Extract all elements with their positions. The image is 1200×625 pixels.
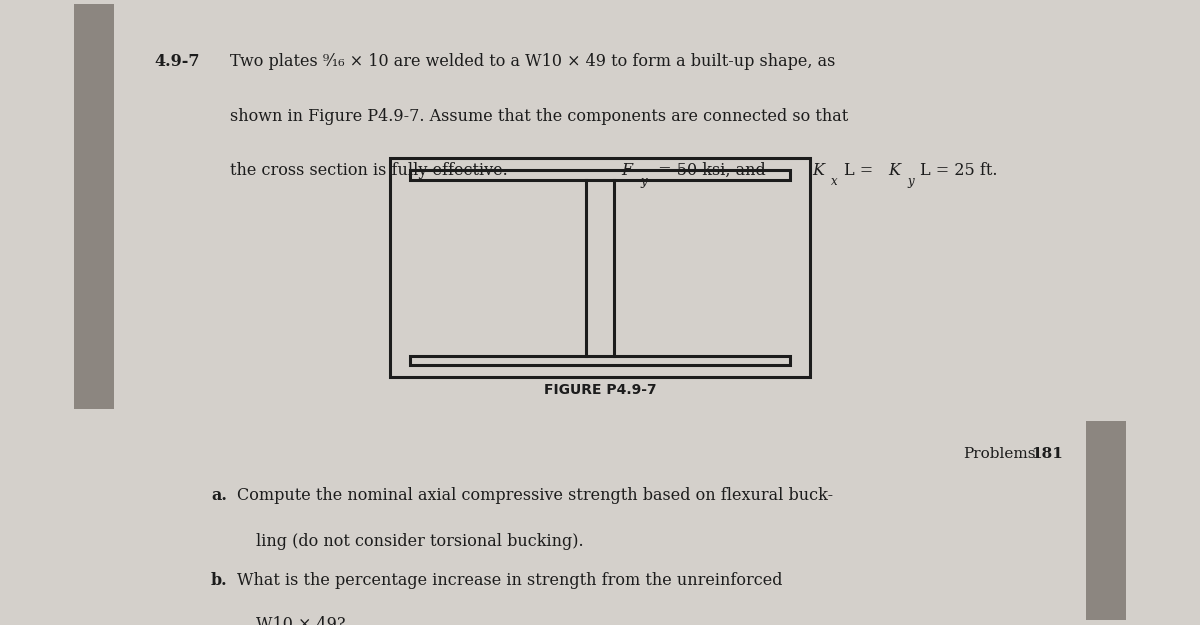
Text: L =: L = bbox=[844, 162, 878, 179]
Text: a.: a. bbox=[211, 487, 227, 504]
Text: K: K bbox=[812, 162, 824, 179]
Text: W10 × 49?: W10 × 49? bbox=[257, 616, 346, 625]
Text: y: y bbox=[640, 175, 647, 188]
Text: shown in Figure P4.9-7. Assume that the components are connected so that: shown in Figure P4.9-7. Assume that the … bbox=[230, 107, 848, 124]
Bar bbox=[409, 170, 791, 179]
Text: x: x bbox=[832, 175, 838, 188]
Bar bbox=[409, 356, 791, 365]
Bar bbox=[390, 158, 810, 377]
Text: L = 25 ft.: L = 25 ft. bbox=[919, 162, 997, 179]
Text: = 50 ksi, and: = 50 ksi, and bbox=[653, 162, 770, 179]
Text: 181: 181 bbox=[1031, 447, 1063, 461]
Text: K: K bbox=[888, 162, 900, 179]
Text: Compute the nominal axial compressive strength based on flexural buck-: Compute the nominal axial compressive st… bbox=[238, 487, 834, 504]
Text: ling (do not consider torsional bucking).: ling (do not consider torsional bucking)… bbox=[257, 532, 584, 549]
Text: FIGURE P4.9-7: FIGURE P4.9-7 bbox=[544, 383, 656, 398]
Bar bbox=[1086, 421, 1126, 620]
Text: the cross section is fully effective.: the cross section is fully effective. bbox=[230, 162, 512, 179]
Text: Two plates ⁹⁄₁₆ × 10 are welded to a W10 × 49 to form a built-up shape, as: Two plates ⁹⁄₁₆ × 10 are welded to a W10… bbox=[230, 53, 835, 70]
Text: F: F bbox=[622, 162, 632, 179]
Text: Problems: Problems bbox=[962, 447, 1036, 461]
Text: What is the percentage increase in strength from the unreinforced: What is the percentage increase in stren… bbox=[238, 572, 782, 589]
Bar bbox=[74, 4, 114, 409]
Text: 4.9-7: 4.9-7 bbox=[155, 53, 199, 70]
Text: b.: b. bbox=[211, 572, 228, 589]
Text: y: y bbox=[907, 175, 913, 188]
